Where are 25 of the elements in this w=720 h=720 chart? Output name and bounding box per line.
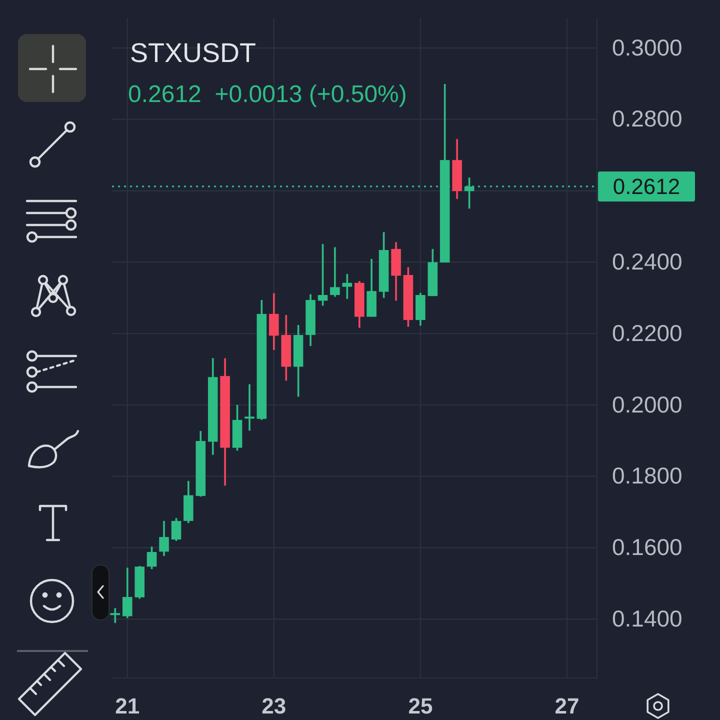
text: 0.2612 +0.0013 (+0.50%) (128, 81, 407, 108)
text: STXUSDT (130, 38, 256, 68)
y-tick-label: 0.1600 (612, 534, 682, 560)
candlestick (159, 520, 169, 557)
candlestick (342, 273, 352, 300)
candlestick (110, 607, 120, 624)
y-tick-label: 0.1800 (612, 462, 682, 489)
y-tick-label: 0.1400 (612, 605, 682, 632)
y-tick-label: 0.3000 (612, 34, 682, 60)
candlestick (122, 566, 132, 619)
y-tick-label: 0.2800 (612, 106, 682, 132)
candlestick (330, 246, 340, 298)
y-tick-label: 0.2200 (612, 320, 682, 346)
y-tick-label: 0.2400 (612, 248, 682, 275)
candlestick (244, 383, 254, 432)
ref-line-label: 0.2612 (612, 174, 680, 200)
x-tick-label: 23 (262, 694, 286, 719)
y-tick-label: 0.2000 (612, 391, 682, 418)
candlestick (318, 243, 328, 307)
candlestick (269, 292, 279, 351)
x-tick-label: 27 (554, 694, 580, 719)
candlestick (146, 546, 157, 570)
x-tick-label: 25 (408, 694, 433, 719)
x-tick-label: 21 (115, 694, 140, 719)
candlestick (171, 517, 182, 542)
